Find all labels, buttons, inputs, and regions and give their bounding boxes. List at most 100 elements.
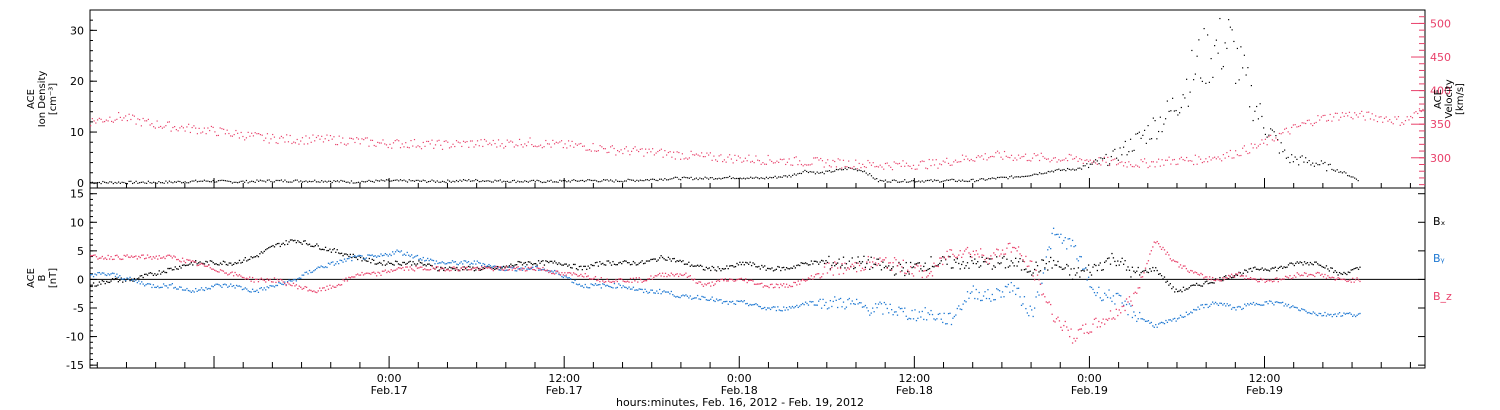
data-point xyxy=(1344,313,1347,315)
data-point xyxy=(1019,253,1021,255)
data-point xyxy=(473,146,475,148)
data-point xyxy=(1357,313,1360,315)
data-point xyxy=(1105,161,1107,163)
data-point xyxy=(809,264,811,266)
data-point xyxy=(686,276,689,278)
data-point xyxy=(412,257,414,259)
bottom-series-group xyxy=(90,227,1361,344)
data-point xyxy=(680,261,683,263)
data-point xyxy=(464,260,467,262)
data-point xyxy=(1026,312,1028,314)
data-point xyxy=(765,309,767,311)
data-point xyxy=(130,118,132,121)
data-point xyxy=(170,255,172,257)
data-point xyxy=(834,265,836,267)
data-point xyxy=(655,152,657,154)
data-point xyxy=(799,160,801,162)
data-point xyxy=(1032,272,1034,274)
data-point xyxy=(378,142,381,144)
data-point xyxy=(902,259,904,261)
x-axis-title: hours:minutes, Feb. 16, 2012 - Feb. 19, … xyxy=(616,396,864,409)
data-point xyxy=(168,267,171,270)
data-point xyxy=(1112,150,1114,152)
data-point xyxy=(831,264,833,267)
data-point xyxy=(127,278,130,280)
data-point xyxy=(695,297,697,299)
data-point xyxy=(1122,165,1125,167)
data-point xyxy=(1128,303,1131,305)
data-point xyxy=(202,289,204,291)
data-point xyxy=(233,133,235,136)
data-point xyxy=(842,159,845,161)
data-point xyxy=(532,179,535,181)
data-point xyxy=(1107,164,1109,167)
data-point xyxy=(695,177,697,179)
data-point xyxy=(1258,269,1260,271)
data-point xyxy=(880,269,883,271)
data-point xyxy=(1208,156,1210,158)
data-point xyxy=(483,138,486,141)
data-point xyxy=(114,181,116,184)
data-point xyxy=(876,258,878,260)
data-point xyxy=(129,279,131,282)
bottom-ytick-label: 10 xyxy=(70,216,84,229)
data-point xyxy=(705,284,708,286)
data-point xyxy=(317,266,319,268)
data-point xyxy=(1259,143,1261,145)
data-point xyxy=(1251,278,1253,280)
data-point xyxy=(984,258,986,261)
data-point xyxy=(340,259,343,262)
data-point xyxy=(1228,19,1230,21)
data-point xyxy=(1325,265,1328,267)
data-point xyxy=(354,256,356,258)
data-point xyxy=(475,263,477,265)
data-point xyxy=(91,254,93,257)
data-point xyxy=(1077,260,1080,262)
data-point xyxy=(284,281,286,283)
data-point xyxy=(645,280,648,282)
data-point xyxy=(734,303,737,305)
data-point xyxy=(199,289,201,291)
data-point xyxy=(683,263,686,265)
data-point xyxy=(187,289,190,292)
data-point xyxy=(969,253,972,256)
data-point xyxy=(1364,119,1366,121)
data-point xyxy=(737,155,740,157)
data-point xyxy=(954,180,957,182)
data-point xyxy=(606,260,608,262)
data-point xyxy=(822,273,824,275)
data-point xyxy=(884,162,887,165)
data-point xyxy=(622,285,624,287)
data-point xyxy=(133,182,135,184)
data-point xyxy=(1087,264,1090,266)
data-point xyxy=(778,161,780,164)
data-point xyxy=(488,266,490,269)
data-point xyxy=(857,262,859,264)
data-point xyxy=(203,265,206,267)
data-point xyxy=(501,181,503,183)
data-point xyxy=(771,267,773,269)
data-point xyxy=(577,275,579,277)
data-point xyxy=(1357,180,1359,182)
data-point xyxy=(228,180,230,182)
data-point xyxy=(268,179,270,181)
data-point xyxy=(998,255,1001,257)
data-point xyxy=(516,263,518,266)
data-point xyxy=(205,260,207,263)
data-point xyxy=(694,278,696,280)
data-point xyxy=(247,131,249,133)
data-point xyxy=(457,141,459,143)
data-point xyxy=(240,286,242,288)
data-point xyxy=(1118,294,1120,296)
data-point xyxy=(1289,307,1291,309)
data-point xyxy=(1015,247,1017,250)
data-point xyxy=(148,283,150,285)
data-point xyxy=(720,178,722,180)
data-point xyxy=(1016,176,1018,178)
data-point xyxy=(314,269,316,271)
data-point xyxy=(165,285,168,287)
data-point xyxy=(914,181,916,183)
data-point xyxy=(330,251,333,253)
data-point xyxy=(514,264,516,266)
data-point xyxy=(548,269,550,272)
